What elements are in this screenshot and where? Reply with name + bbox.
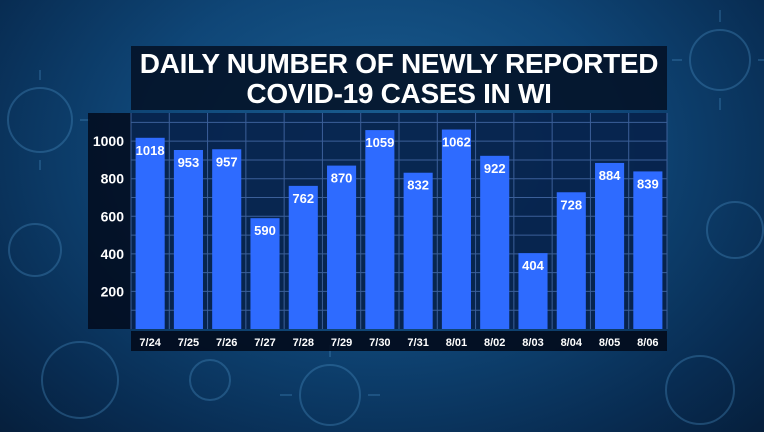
bar xyxy=(441,129,471,329)
x-tick-label: 7/28 xyxy=(293,337,314,349)
bar-value-label: 590 xyxy=(254,223,276,238)
bar xyxy=(250,218,280,329)
x-tick-label: 8/04 xyxy=(561,337,583,349)
y-axis-panel xyxy=(88,113,131,329)
bar xyxy=(633,171,663,329)
bar-value-label: 762 xyxy=(292,191,314,206)
bar xyxy=(212,149,242,329)
bar xyxy=(327,165,357,329)
x-tick-label: 8/05 xyxy=(599,337,620,349)
chart-title-line-2: COVID-19 CASES IN WI xyxy=(246,78,552,109)
bar-value-label: 1059 xyxy=(365,135,394,150)
bar xyxy=(288,185,318,329)
x-tick-label: 8/02 xyxy=(484,337,505,349)
x-axis-band xyxy=(131,331,667,351)
bar-value-label: 957 xyxy=(216,154,238,169)
bar xyxy=(480,155,510,329)
x-tick-label: 7/27 xyxy=(254,337,275,349)
bar xyxy=(403,172,433,329)
bar-value-label: 922 xyxy=(484,161,506,176)
chart-title: DAILY NUMBER OF NEWLY REPORTED COVID-19 … xyxy=(131,46,667,110)
x-tick-label: 8/06 xyxy=(637,337,658,349)
bar-value-label: 728 xyxy=(560,197,582,212)
x-tick-label: 7/25 xyxy=(178,337,199,349)
bar xyxy=(135,137,165,329)
bar-value-label: 870 xyxy=(331,171,353,186)
bar xyxy=(556,192,586,329)
y-tick-label: 800 xyxy=(101,171,125,187)
x-tick-label: 7/30 xyxy=(369,337,390,349)
bar-value-label: 884 xyxy=(599,168,621,183)
y-tick-label: 200 xyxy=(101,283,125,299)
x-tick-label: 7/26 xyxy=(216,337,237,349)
x-tick-label: 8/03 xyxy=(522,337,543,349)
x-tick-label: 7/29 xyxy=(331,337,352,349)
bar xyxy=(365,130,395,329)
bar-value-label: 404 xyxy=(522,258,544,273)
bar-value-label: 953 xyxy=(178,155,200,170)
bar-value-label: 1062 xyxy=(442,135,471,150)
bar-value-label: 1018 xyxy=(136,143,165,158)
x-tick-label: 7/31 xyxy=(407,337,428,349)
bar xyxy=(173,150,203,329)
y-tick-label: 1000 xyxy=(93,133,124,149)
chart-title-line-1: DAILY NUMBER OF NEWLY REPORTED xyxy=(139,48,659,79)
x-tick-label: 7/24 xyxy=(139,337,161,349)
bar xyxy=(518,253,548,329)
bar-value-label: 839 xyxy=(637,176,659,191)
y-tick-label: 600 xyxy=(101,208,125,224)
y-tick-label: 400 xyxy=(101,246,125,262)
x-tick-label: 8/01 xyxy=(446,337,467,349)
bar-value-label: 832 xyxy=(407,178,429,193)
bar xyxy=(595,162,625,329)
